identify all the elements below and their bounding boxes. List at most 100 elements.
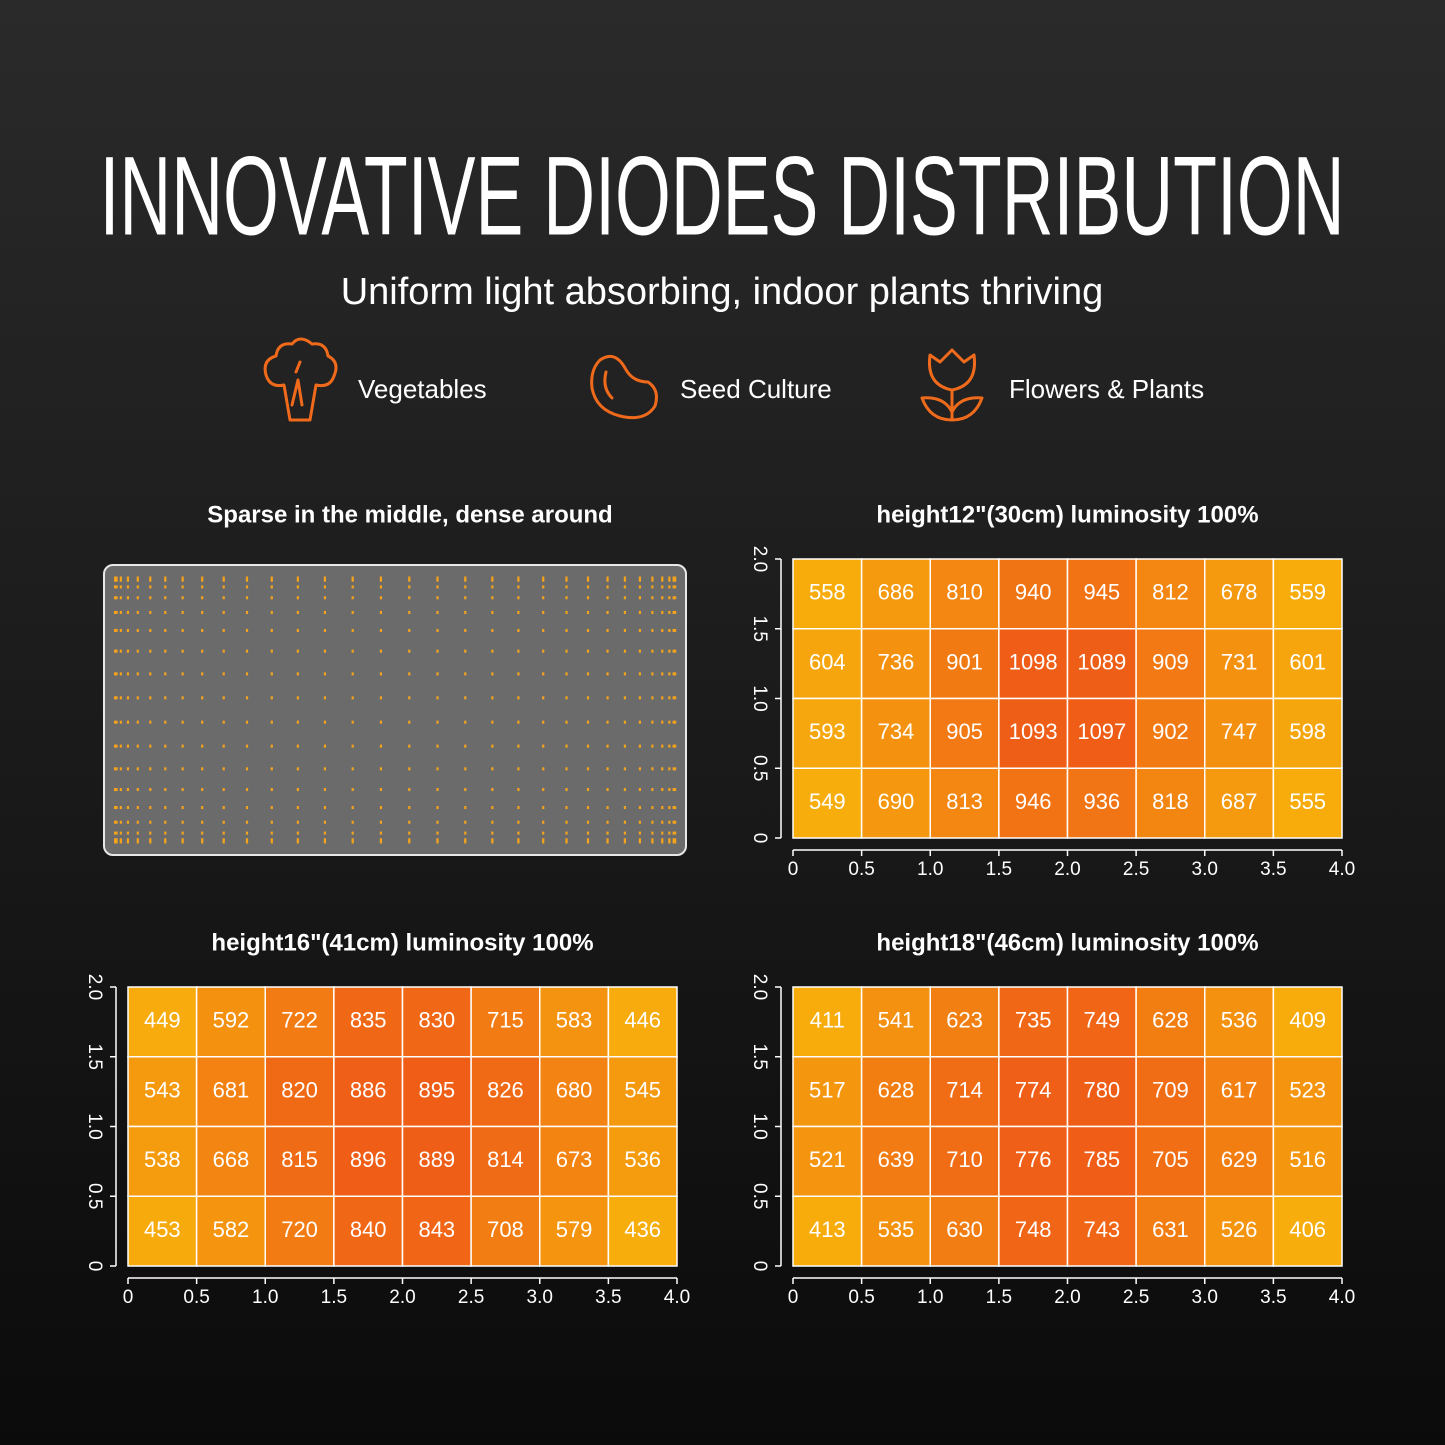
diode — [323, 578, 327, 582]
heatmap-cell — [860, 697, 931, 769]
diode — [674, 767, 677, 771]
diode — [245, 820, 249, 824]
diode — [119, 596, 122, 600]
diode — [351, 744, 354, 748]
y-tick-label: 1.0 — [749, 685, 770, 711]
diode — [464, 720, 467, 724]
diode — [119, 576, 122, 580]
diode — [201, 649, 204, 653]
diode — [542, 744, 545, 748]
diode — [623, 596, 627, 600]
diode — [351, 840, 354, 844]
feature-label: Flowers & Plants — [1009, 374, 1204, 404]
diode — [668, 596, 671, 600]
diode — [586, 720, 590, 724]
diode — [126, 585, 130, 589]
diode — [296, 649, 299, 653]
diode — [651, 585, 654, 589]
heatmap-cell — [333, 1195, 404, 1267]
diode — [201, 767, 204, 771]
diode — [115, 744, 118, 748]
diode — [270, 672, 273, 676]
diode — [661, 720, 664, 724]
heatmap-cell — [1066, 697, 1137, 769]
diode — [149, 585, 152, 589]
diode — [606, 788, 609, 792]
diode — [201, 628, 204, 632]
diode — [114, 820, 117, 824]
diode — [491, 840, 494, 844]
diode — [606, 649, 609, 653]
diode — [181, 628, 184, 632]
diode — [638, 696, 642, 700]
x-tick-label: 3.0 — [1192, 859, 1218, 880]
diode — [517, 788, 520, 792]
diode — [119, 696, 122, 700]
diode — [661, 578, 664, 582]
diode — [586, 744, 590, 748]
diode — [408, 820, 411, 824]
x-tick-label: 4.0 — [1329, 859, 1355, 880]
diode — [672, 744, 675, 748]
x-tick-label: 0.5 — [848, 1287, 874, 1308]
diode — [672, 596, 675, 600]
heatmap-cell — [195, 1125, 266, 1197]
diode — [668, 831, 671, 835]
diode — [542, 649, 545, 653]
diode — [464, 831, 467, 835]
diode — [351, 767, 354, 771]
diode — [674, 840, 677, 844]
cell-label: 722 — [281, 1008, 318, 1033]
heatmap-cell — [1204, 1056, 1275, 1128]
diode — [651, 767, 654, 771]
x-tick-label: 0.5 — [848, 859, 874, 880]
diode — [565, 649, 568, 653]
heatmap-cell — [607, 1125, 678, 1197]
diode — [164, 831, 167, 835]
diode — [586, 596, 590, 600]
diode — [149, 720, 152, 724]
heatmap-cell — [860, 628, 931, 700]
diode — [149, 610, 152, 614]
x-tick-label: 1.0 — [252, 1287, 278, 1308]
subtitle: Uniform light absorbing, indoor plants t… — [341, 271, 1104, 313]
diode — [114, 672, 117, 676]
cell-label: 936 — [1083, 789, 1120, 814]
diode — [668, 672, 671, 676]
diode — [674, 720, 677, 724]
diode — [270, 788, 273, 792]
diode — [565, 628, 568, 632]
diode — [491, 585, 494, 589]
diode — [222, 788, 225, 792]
diode — [164, 838, 167, 842]
x-tick-label: 1.0 — [917, 859, 943, 880]
heatmap-cell — [929, 628, 1000, 700]
diode — [296, 610, 299, 614]
diode — [623, 806, 627, 810]
diode — [668, 576, 671, 580]
diode — [638, 576, 642, 580]
diode — [323, 672, 327, 676]
diode — [126, 831, 130, 835]
diode — [119, 788, 122, 792]
diode — [222, 720, 225, 724]
heatmap-cell — [1135, 767, 1206, 839]
diode — [623, 720, 627, 724]
diode — [201, 820, 204, 824]
diode — [114, 767, 117, 771]
heatmap-cell — [1066, 767, 1137, 839]
diode — [114, 649, 117, 653]
diode — [114, 831, 117, 835]
diode — [149, 576, 152, 580]
diode — [565, 838, 568, 842]
diode — [164, 610, 167, 614]
cell-label: 909 — [1152, 649, 1189, 674]
diode — [606, 820, 609, 824]
diode — [164, 649, 167, 653]
diode — [651, 831, 654, 835]
diode — [651, 672, 654, 676]
diode — [119, 831, 122, 835]
diode — [623, 610, 627, 614]
diode — [136, 767, 139, 771]
diode — [464, 840, 467, 844]
